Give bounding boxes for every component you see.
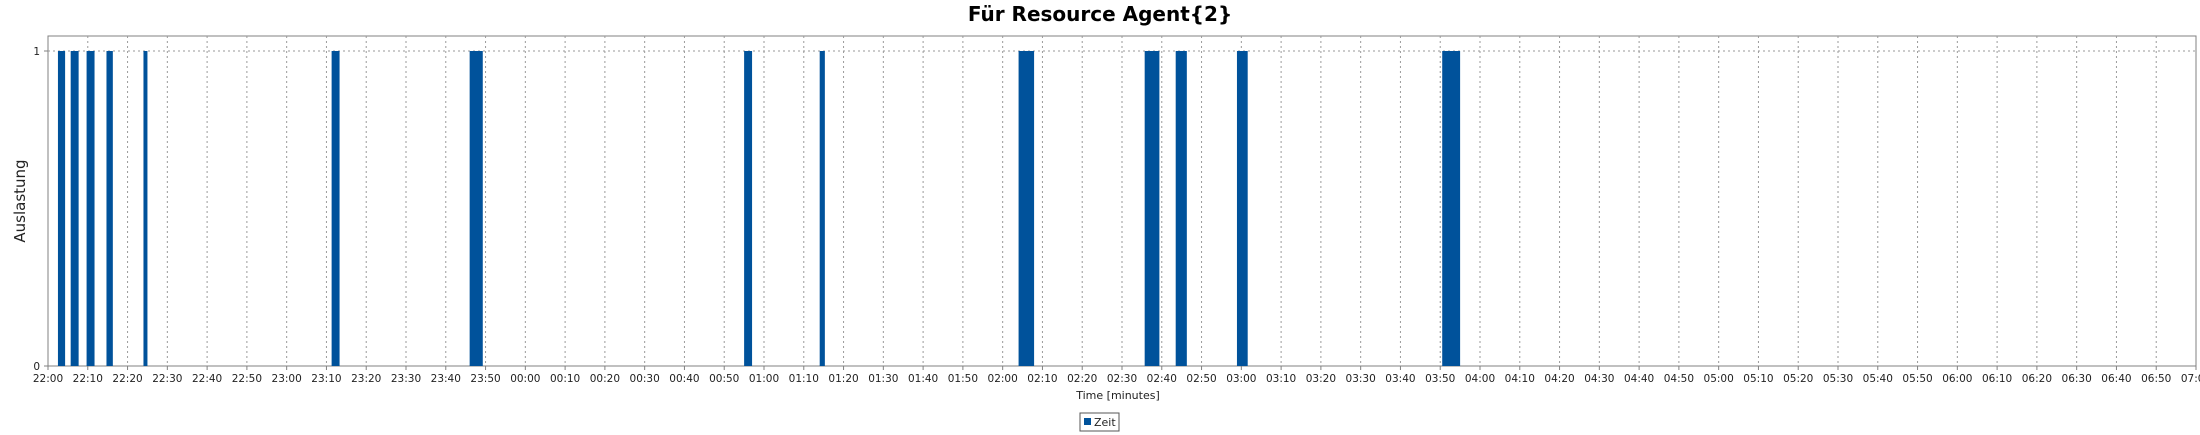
bar — [143, 51, 148, 366]
x-tick-label: 23:20 — [351, 373, 381, 385]
x-axis-ticks: 22:00 22:10 22:20 22:30 22:40 22:50 23:00 23:10… — [33, 366, 2200, 385]
x-tick-label: 01:10 — [789, 373, 819, 385]
bar — [1018, 51, 1035, 366]
x-tick-label: 01:30 — [868, 373, 898, 385]
x-tick-label: 23:40 — [431, 373, 461, 385]
x-tick-label: 06:10 — [1982, 373, 2012, 385]
x-tick-label: 01:50 — [948, 373, 978, 385]
x-tick-label: 07:00 — [2181, 373, 2200, 385]
x-tick-label: 04:40 — [1624, 373, 1654, 385]
x-tick-label: 00:00 — [510, 373, 540, 385]
legend: Zeit — [1079, 412, 1120, 432]
x-tick-label: 01:20 — [828, 373, 858, 385]
y-axis-label: Auslastung — [11, 159, 29, 242]
x-tick-label: 04:30 — [1584, 373, 1614, 385]
x-tick-label: 03:40 — [1385, 373, 1415, 385]
x-tick-label: 03:20 — [1306, 373, 1336, 385]
x-tick-label: 00:20 — [590, 373, 620, 385]
y-tick-label: 1 — [33, 46, 40, 58]
x-tick-label: 23:30 — [391, 373, 421, 385]
x-tick-label: 05:00 — [1704, 373, 1734, 385]
x-tick-label: 02:30 — [1107, 373, 1137, 385]
x-tick-label: 06:00 — [1942, 373, 1972, 385]
chart-title: Für Resource Agent{2} — [968, 2, 1232, 26]
x-tick-label: 03:50 — [1425, 373, 1455, 385]
y-tick-label: 0 — [33, 361, 40, 373]
x-tick-label: 05:20 — [1783, 373, 1813, 385]
bar-series — [57, 51, 1461, 366]
x-tick-label: 04:20 — [1544, 373, 1574, 385]
x-tick-label: 05:40 — [1863, 373, 1893, 385]
bar — [331, 51, 340, 366]
x-tick-label: 06:50 — [2141, 373, 2171, 385]
x-tick-label: 05:10 — [1743, 373, 1773, 385]
bar — [57, 51, 66, 366]
x-tick-label: 22:00 — [33, 373, 63, 385]
x-tick-label: 04:00 — [1465, 373, 1495, 385]
legend-label-zeit: Zeit — [1094, 416, 1116, 429]
x-tick-label: 23:00 — [272, 373, 302, 385]
x-tick-label: 04:50 — [1664, 373, 1694, 385]
x-tick-label: 03:30 — [1346, 373, 1376, 385]
bar — [106, 51, 113, 366]
bar — [70, 51, 79, 366]
x-tick-label: 02:40 — [1147, 373, 1177, 385]
x-axis-label: Time [minutes] — [1075, 389, 1160, 402]
legend-swatch — [1084, 418, 1091, 425]
x-tick-label: 05:50 — [1902, 373, 1932, 385]
x-tick-label: 06:30 — [2062, 373, 2092, 385]
bar — [1175, 51, 1187, 366]
x-tick-label: 22:50 — [232, 373, 262, 385]
x-tick-label: 06:20 — [2022, 373, 2052, 385]
bar — [469, 51, 483, 366]
x-tick-label: 00:10 — [550, 373, 580, 385]
bar — [1236, 51, 1248, 366]
x-tick-label: 23:50 — [470, 373, 500, 385]
x-tick-label: 02:50 — [1186, 373, 1216, 385]
x-tick-label: 01:00 — [749, 373, 779, 385]
x-tick-label: 00:30 — [630, 373, 660, 385]
bar — [1144, 51, 1160, 366]
x-tick-label: 02:00 — [988, 373, 1018, 385]
bar — [819, 51, 825, 366]
x-tick-label: 02:10 — [1027, 373, 1057, 385]
bar — [1442, 51, 1461, 366]
x-tick-label: 22:40 — [192, 373, 222, 385]
bar — [744, 51, 753, 366]
legend-box — [1079, 412, 1120, 432]
x-tick-label: 04:10 — [1505, 373, 1535, 385]
x-tick-label: 06:40 — [2101, 373, 2131, 385]
x-tick-label: 23:10 — [311, 373, 341, 385]
x-tick-label: 00:40 — [669, 373, 699, 385]
x-tick-label: 22:30 — [152, 373, 182, 385]
x-tick-label: 01:40 — [908, 373, 938, 385]
x-tick-label: 03:00 — [1226, 373, 1256, 385]
y-axis-ticks: 01 — [33, 46, 48, 373]
x-tick-label: 02:20 — [1067, 373, 1097, 385]
x-tick-label: 00:50 — [709, 373, 739, 385]
x-tick-label: 03:10 — [1266, 373, 1296, 385]
x-tick-label: 22:10 — [73, 373, 103, 385]
x-tick-label: 22:20 — [112, 373, 142, 385]
bar — [86, 51, 95, 366]
x-tick-label: 05:30 — [1823, 373, 1853, 385]
